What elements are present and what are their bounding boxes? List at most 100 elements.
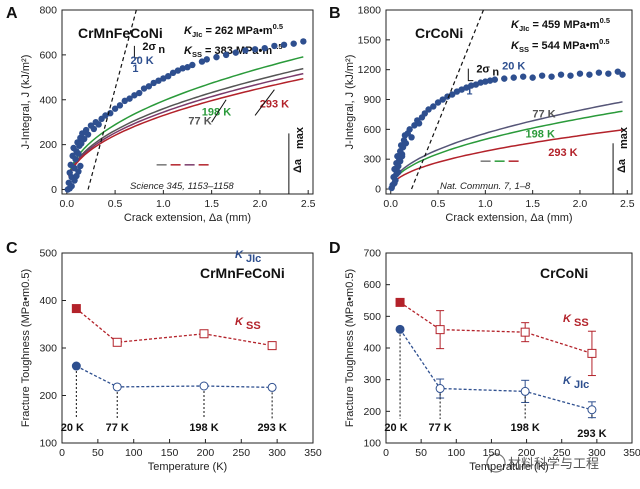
y-axis-label: J-Integral, J (kJ/m²) [20,55,32,150]
x-tick-label: 350 [623,447,640,459]
panel-letter-c: C [6,240,18,257]
delta-a-max-sub: max [618,126,630,149]
data-point [586,71,593,78]
temp-label: 293 K [260,99,289,111]
data-point [75,168,82,175]
data-point-kjic [520,386,530,396]
slope-label-sub: n [158,44,165,56]
series-label-KSS: K [235,316,244,328]
slope-label: 2σ [476,64,490,76]
fit-curve-20K [68,56,304,175]
x-tick-label: 300 [268,447,286,459]
fit-curve-293K [392,129,623,185]
y-tick-label: 100 [363,438,381,450]
slope-triangle [133,45,140,59]
data-point [491,76,499,83]
data-point-kss [199,329,209,339]
x-tick-label: 100 [125,447,143,459]
data-point [290,40,297,47]
data-point [126,95,133,102]
panel-a-kjic: KJIc = 262 MPa•m0.5 [184,22,283,39]
data-point [164,72,172,80]
data-point [439,96,446,103]
slope-label-sub: n [492,67,499,79]
data-point [271,42,278,50]
data-point [169,69,177,77]
plot-frame-0 [61,9,314,195]
fit-curve-77K [391,101,623,182]
data-point [68,182,75,190]
panel-b-citation: Nat. Commun. 7, 1–8 [440,181,531,192]
panel-a: CrMnFeCoNi KJIc = 262 MPa•m0.5 KSS = 383… [78,22,283,192]
data-point [614,68,622,75]
x-tick-label: 2.5 [301,198,316,210]
temp-tick-label: 293 K [577,428,606,440]
blunting-line [87,9,137,190]
data-point [81,135,88,143]
y-tick-label: 200 [39,390,57,402]
temp-tick-label: 20 K [61,422,84,434]
data-point-kjic [112,382,122,392]
data-point-kss [520,327,530,337]
series-line-KSS [75,308,273,347]
x-tick-label: 1.5 [204,198,219,210]
data-point [102,112,109,119]
y-axis-label: Fracture Toughness (MPa•m0.5) [344,269,356,427]
series-label-KSS: K [563,313,572,325]
data-point [395,162,402,170]
series-label-sub: SS [574,317,589,329]
data-point-kss [112,337,122,347]
temp-label: 20 K [131,55,154,67]
data-point [391,179,398,187]
temp-tick-label: 20 K [384,422,407,434]
slope-one-label: 1 [132,63,138,75]
y-tick-label: 1800 [358,5,382,17]
data-point [510,74,517,81]
delta-a-max-label: Δa [292,158,304,173]
panel-a-title: CrMnFeCoNi [78,25,163,41]
data-point [619,71,626,78]
data-point [396,157,404,165]
y-tick-label: 200 [39,139,57,151]
panel-b-title: CrCoNi [415,25,463,41]
x-tick-label: 200 [197,447,215,459]
data-point [406,126,413,133]
data-point [155,77,162,84]
data-point-kjic [587,405,597,415]
arrow-77k [211,99,227,123]
x-tick-label: 0 [383,447,389,459]
x-tick-label: 250 [553,447,571,459]
data-point [174,67,182,74]
temp-label: 77 K [532,108,555,120]
y-tick-label: 400 [39,295,57,307]
panel-letter-b: B [329,5,341,22]
data-point [548,73,555,80]
x-axis-label: Crack extension, Δa (mm) [445,212,572,224]
data-point [421,110,428,117]
data-point-kss [71,304,81,314]
x-tick-label: 100 [448,447,466,459]
panel-letter-d: D [329,240,341,257]
y-tick-label: 500 [39,248,57,260]
x-tick-label: 250 [233,447,251,459]
data-point [136,89,143,97]
fit-curve-293K [68,77,304,178]
series-line-KJIc [76,365,273,389]
data-point [184,64,191,71]
slope-label: 2σ [142,41,156,53]
y-tick-label: 300 [39,343,57,355]
data-point [425,106,432,113]
y-tick-label: 400 [39,94,57,106]
fit-curve-198K [68,72,304,177]
y-tick-label: 900 [363,94,381,106]
x-tick-label: 2.5 [620,198,635,210]
data-point [300,38,307,45]
temp-tick-label: 198 K [510,422,539,434]
data-point [179,65,186,72]
data-point-kjic [435,384,445,394]
data-point [557,71,565,78]
fit-curve-77K [68,67,304,176]
y-tick-label: 0 [375,184,381,196]
arrow-198k [254,89,275,116]
y-axis-label: Fracture Toughness (MPa•m0.5) [20,269,32,427]
